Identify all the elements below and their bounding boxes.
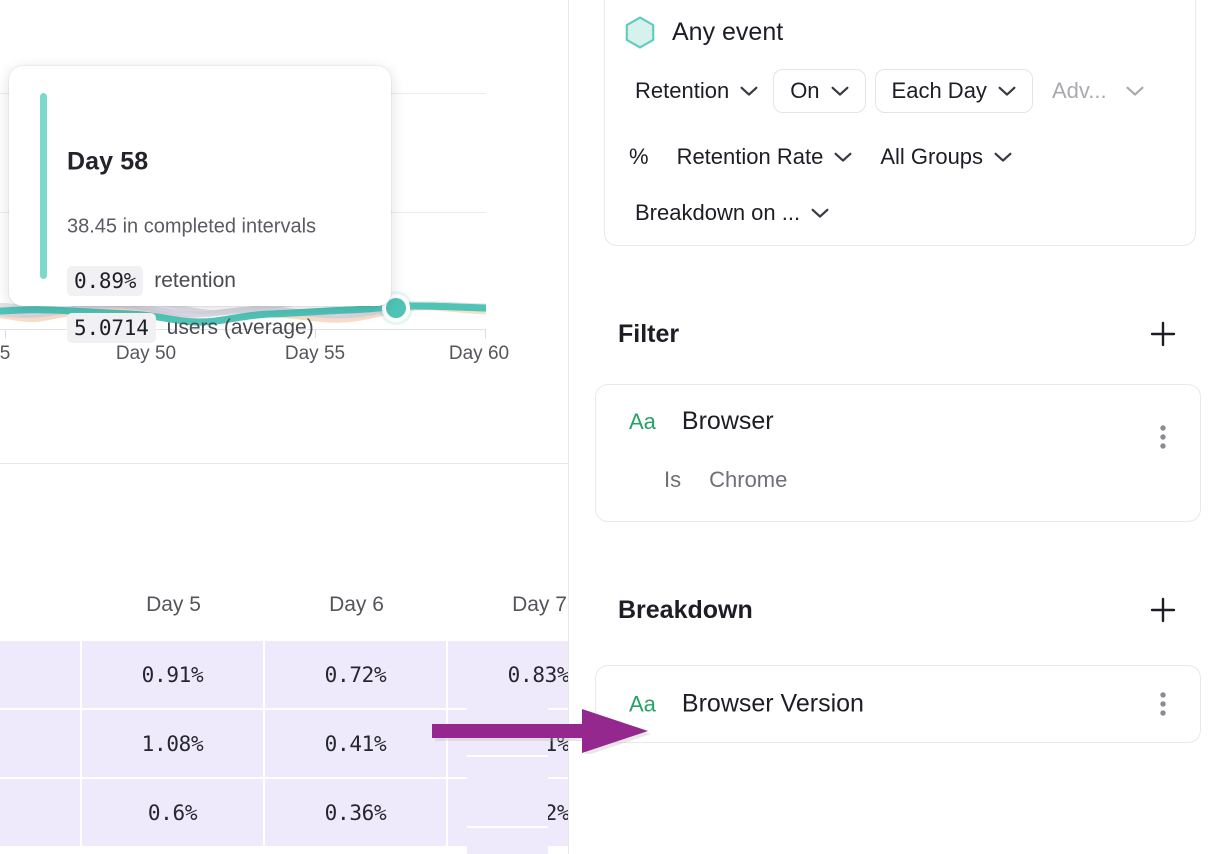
table-column-header: Day 6 [265,465,448,641]
tooltip-metric-value: 5.0714 [67,313,156,343]
filter-operator: Is [664,467,682,492]
breakdown-on-dropdown-label: Breakdown on ... [635,200,801,225]
left-column: 5 Day 50 Day 55 Day 60 Day 58 38.45 in c… [0,0,568,854]
measure-dropdown[interactable]: Retention [629,74,764,108]
x-axis-line [0,329,486,330]
series-controls-row-3: Breakdown on ... [629,196,835,230]
breakdown-on-dropdown[interactable]: Breakdown on ... [629,196,835,230]
event-row[interactable]: Any event [625,16,783,49]
add-filter-button[interactable] [1145,316,1181,352]
table-partial-column: 0 0 [467,688,548,854]
column-divider [568,0,569,854]
series-controls-row-1: Retention On Each Day [629,69,1150,113]
retention-chart-panel: 5 Day 50 Day 55 Day 60 Day 58 38.45 in c… [0,0,568,464]
chevron-down-icon [998,86,1016,96]
chart-tooltip: Day 58 38.45 in completed intervals 0.89… [9,66,391,343]
tooltip-metric-label: users (average) [166,316,314,339]
x-axis-tick-label: 5 [0,343,11,364]
x-axis-tick [485,329,486,338]
table-column-header: Day 5 [82,465,265,641]
breakdown-menu-button[interactable] [1152,690,1174,718]
filter-property-row: Aa Browser [629,407,774,436]
table-cell [0,779,82,848]
kebab-menu-icon [1160,425,1166,449]
x-axis-tick [315,329,316,338]
panel-divider [0,463,568,464]
series-card: Any event Retention On Each Day [604,0,1196,246]
chevron-down-icon [831,86,849,96]
query-config-panel: Any event Retention On Each Day [569,0,1222,854]
table-cell: 0.41% [265,710,448,779]
x-axis-tick-label: Day 55 [284,343,346,364]
filter-value: Chrome [709,467,788,492]
table-column-header: Day 7 [448,465,568,641]
kebab-menu-icon [1160,692,1166,716]
interval-dropdown-label: Each Day [891,78,987,103]
tooltip-metric-value: 0.89% [67,266,144,296]
table-cell: 1.08% [82,710,265,779]
text-property-icon: Aa [629,691,656,716]
advanced-dropdown[interactable]: Adv... [1046,74,1150,108]
breakdown-property-name: Browser Version [681,689,864,718]
interval-dropdown[interactable]: Each Day [874,69,1033,113]
hexagon-icon [625,16,655,49]
table-cell [0,641,82,710]
table-column-header [0,465,82,641]
chevron-down-icon [994,152,1012,162]
text-property-icon: Aa [629,408,656,434]
table-row: 0.91% 0.72% 0.83% [0,641,568,710]
chevron-down-icon [1126,86,1144,96]
hover-point-marker[interactable] [386,298,406,318]
breakdown-property-row: Aa Browser Version [629,690,864,719]
filter-condition-row[interactable]: Is Chrome [664,467,787,493]
chevron-down-icon [740,86,758,96]
percent-icon: % [629,144,649,169]
table-cell: 0.72% [265,641,448,710]
breakdown-item-card[interactable]: Aa Browser Version [595,665,1201,743]
filter-menu-button[interactable] [1152,423,1174,451]
tooltip-subtitle: 38.45 in completed intervals [67,215,317,238]
groups-dropdown-label: All Groups [880,144,984,169]
tooltip-metric-row: 0.89% retention [67,266,236,296]
x-axis-tick-label: Day 60 [448,343,510,364]
table-cell [0,710,82,779]
x-axis-tick [5,329,6,338]
on-dropdown[interactable]: On [773,69,866,113]
filter-section-header: Filter [618,316,1181,352]
table-cell: 0 [467,759,548,828]
advanced-dropdown-label: Adv... [1051,78,1107,103]
filter-section-title: Filter [618,319,680,348]
measure-dropdown-label: Retention [635,78,730,103]
x-axis-labels: 5 Day 50 Day 55 Day 60 [0,343,509,373]
tooltip-metric-label: retention [154,269,236,292]
x-axis-tick-label: Day 50 [115,343,177,364]
table-header-row: Day 5 Day 6 Day 7 [0,465,568,641]
table-cell [467,830,548,854]
tooltip-accent-bar [40,93,47,279]
table-cell: 0 [467,688,548,757]
chevron-down-icon [834,152,852,162]
groups-dropdown[interactable]: All Groups [874,140,1018,174]
chart-plot-area[interactable] [0,0,486,338]
filter-item-card[interactable]: Aa Browser Is Chrome [595,384,1201,522]
tooltip-metric-row: 5.0714 users (average) [67,313,314,343]
series-controls-row-2: % Retention Rate All Groups [629,140,1018,174]
chevron-down-icon [811,208,829,218]
breakdown-section-title: Breakdown [618,595,753,624]
table-cell: 0.6% [82,779,265,848]
filter-property-name: Browser [681,407,774,435]
plus-icon [1150,597,1176,623]
tooltip-title: Day 58 [67,147,149,176]
add-breakdown-button[interactable] [1145,592,1181,628]
table-cell: 0.36% [265,779,448,848]
table-cell: 0.91% [82,641,265,710]
plus-icon [1150,321,1176,347]
table-scrollbar[interactable] [548,594,568,854]
event-name: Any event [672,18,784,46]
breakdown-section-header: Breakdown [618,592,1181,628]
metric-dropdown-label: Retention Rate [676,144,824,169]
metric-dropdown[interactable]: Retention Rate [671,140,859,174]
on-dropdown-label: On [790,78,820,103]
